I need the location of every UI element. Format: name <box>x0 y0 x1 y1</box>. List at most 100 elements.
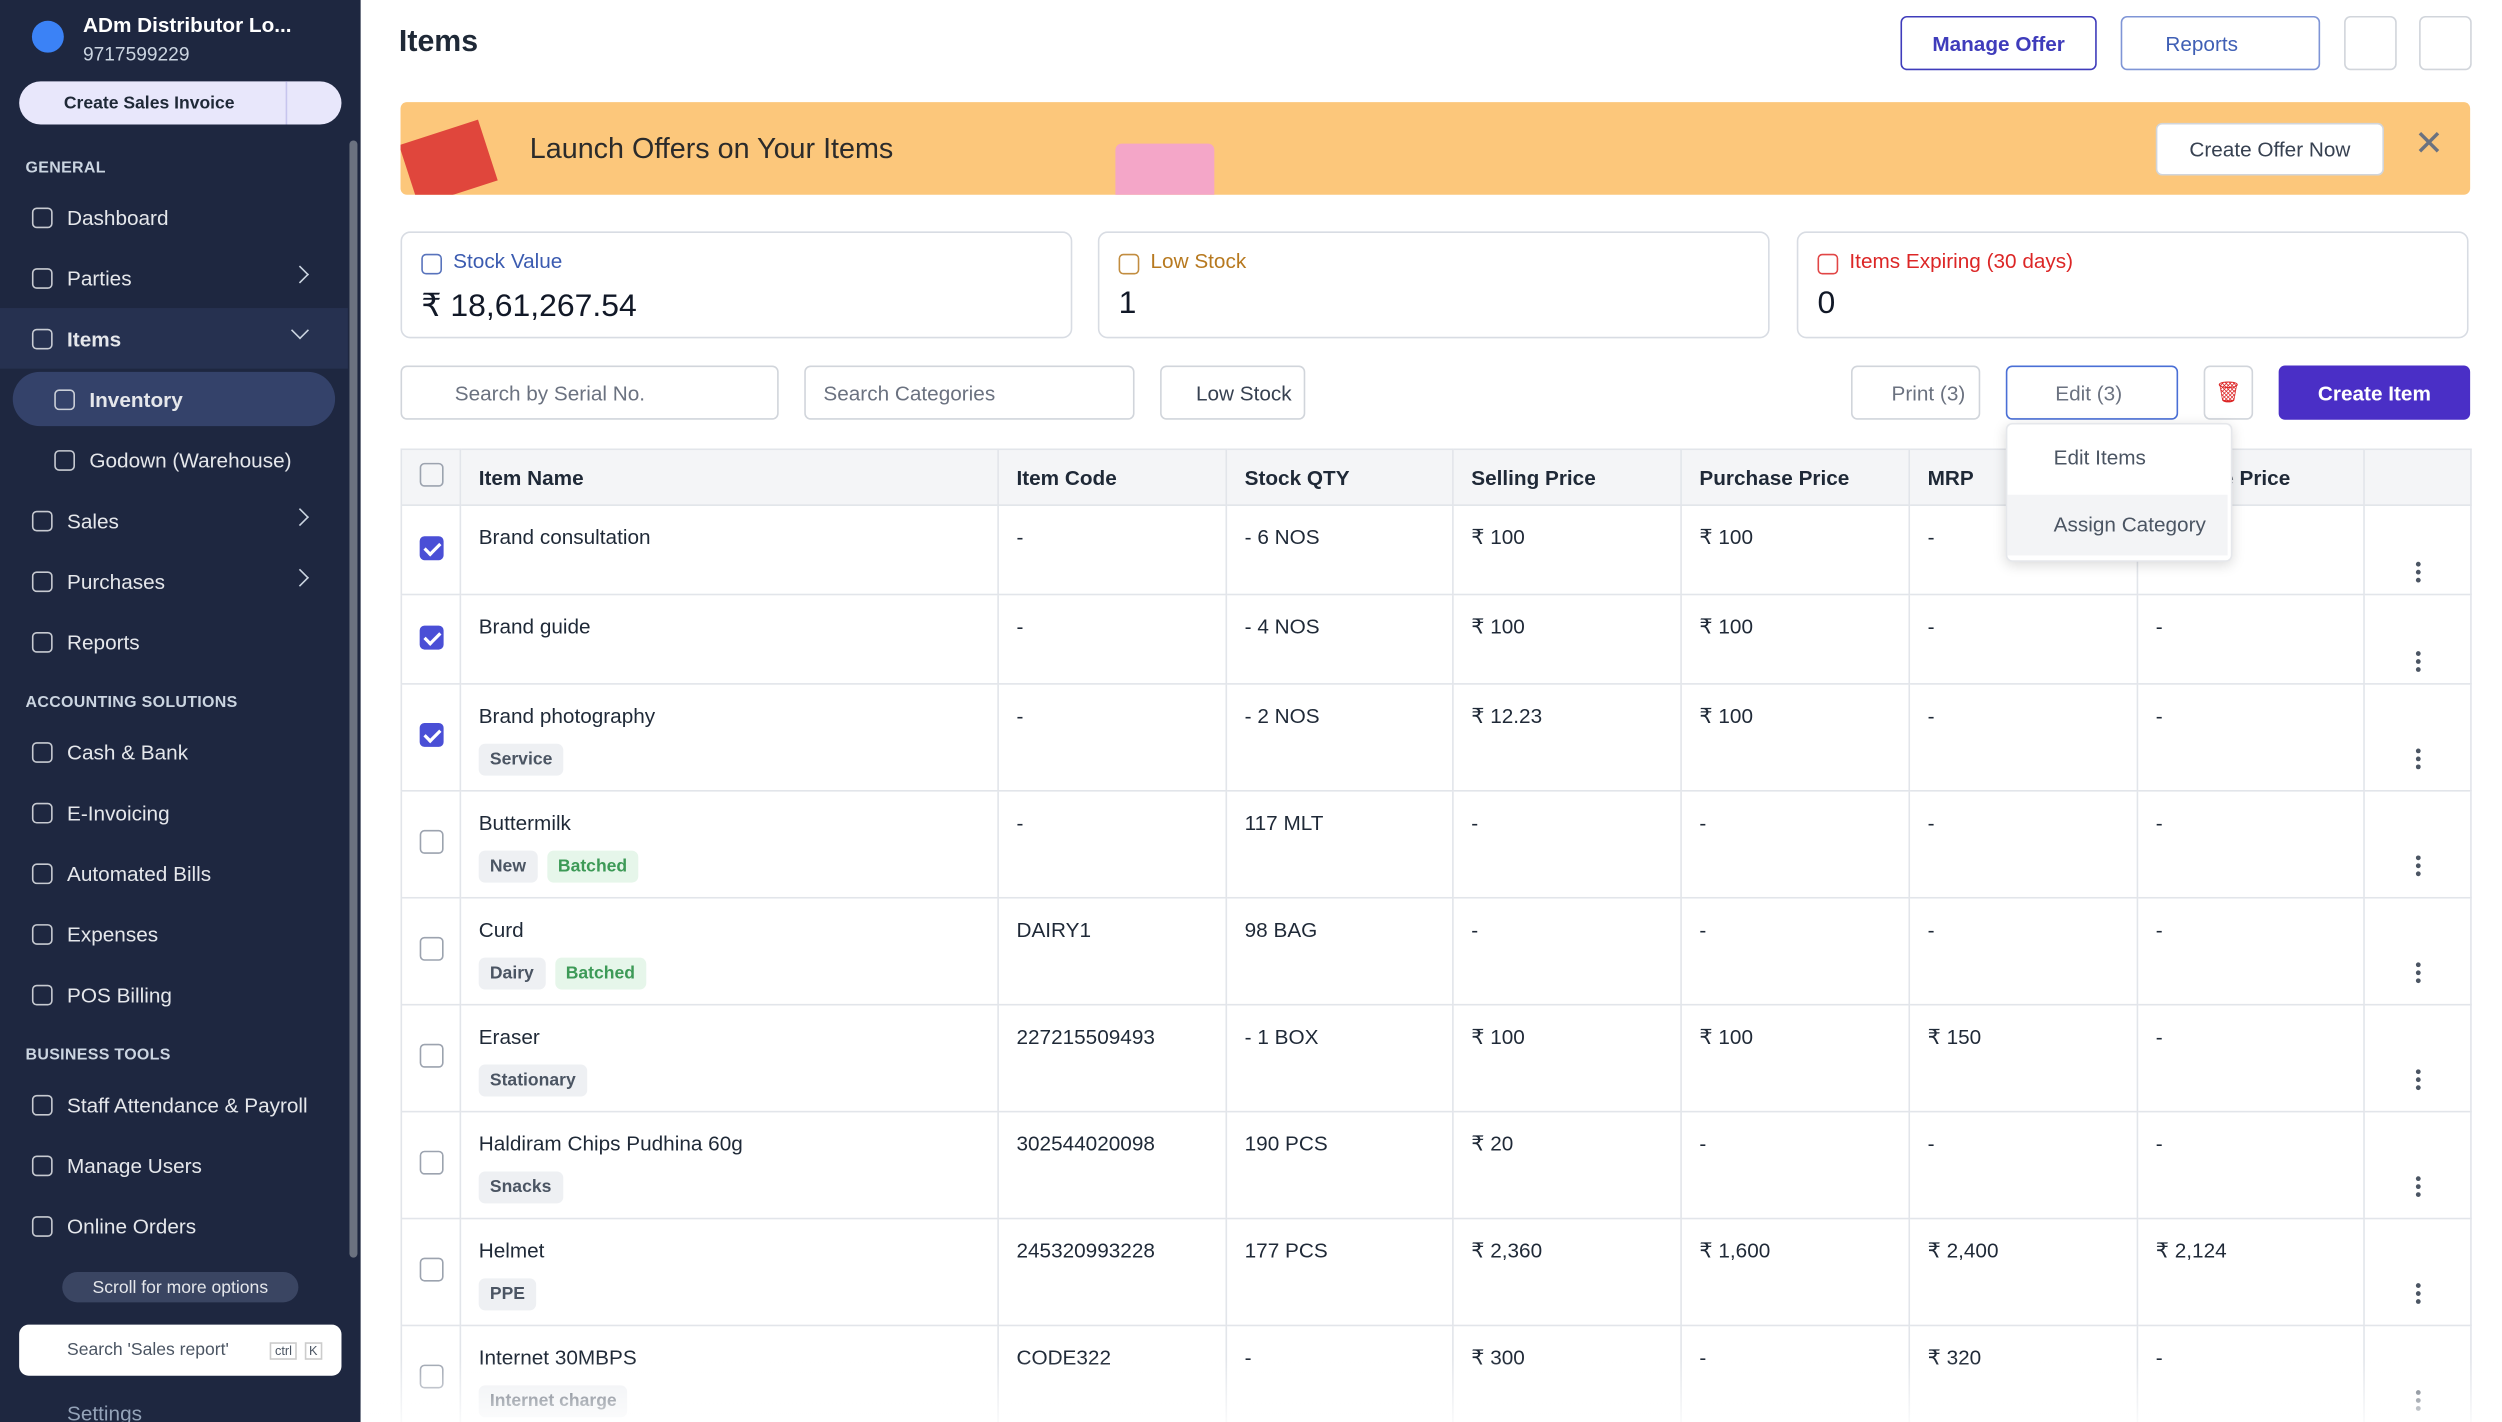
checkbox[interactable] <box>418 1150 443 1175</box>
cell <box>400 1217 462 1327</box>
tag: PPE <box>478 1278 537 1311</box>
category-search[interactable]: Search Categories <box>804 365 1135 420</box>
summary-card[interactable]: Stock Value ₹ 18,61,267.54 <box>400 231 1073 339</box>
checkbox[interactable] <box>418 722 443 747</box>
cell: ₹ 100 <box>1452 593 1682 685</box>
close-banner[interactable]: ✕ <box>2414 122 2444 163</box>
nav-item[interactable]: Staff Attendance & Payroll <box>0 1074 348 1135</box>
nav-item[interactable]: POS Billing <box>0 964 348 1025</box>
nav-subitem[interactable]: Godown (Warehouse) <box>0 429 348 490</box>
row-menu[interactable] <box>2415 568 2420 574</box>
header-cell[interactable]: Item Name <box>459 448 999 506</box>
card-value: ₹ 18,61,267.54 <box>421 288 637 324</box>
cell: Haldiram Chips Pudhina 60g Snacks <box>459 1110 999 1220</box>
header-cell <box>400 448 462 506</box>
nav-item[interactable]: Purchases <box>0 551 348 612</box>
nav-item[interactable]: Manage Users <box>0 1135 348 1196</box>
cell: Buttermilk New Batched <box>459 790 999 899</box>
cell: - <box>1452 896 1682 1006</box>
dropdown-option[interactable]: Assign Category <box>2007 494 2228 556</box>
item-name[interactable]: Curd <box>478 917 524 942</box>
item-name[interactable]: Buttermilk <box>478 810 571 835</box>
item-name[interactable]: Brand consultation <box>478 525 651 550</box>
nav-item[interactable]: Dashboard <box>0 187 348 248</box>
icon <box>31 327 53 349</box>
icon <box>31 631 53 652</box>
nav-item[interactable]: Online Orders <box>0 1195 348 1256</box>
nav-label: Dashboard <box>67 205 169 230</box>
nav-label: Expenses <box>67 921 159 946</box>
cell: 190 PCS <box>1225 1110 1454 1220</box>
nav-item[interactable]: E-Invoicing <box>0 782 348 843</box>
banner-text: Launch Offers on Your Items <box>529 132 894 165</box>
serial-search[interactable]: Search by Serial No. <box>400 365 779 420</box>
cell <box>400 1110 462 1220</box>
scroll-hint[interactable]: Scroll for more options <box>62 1272 299 1303</box>
row-menu[interactable] <box>2415 970 2420 976</box>
banner-art <box>400 119 498 195</box>
checkbox[interactable] <box>419 462 444 487</box>
nav-subitem[interactable]: Inventory <box>12 371 336 427</box>
item-name[interactable]: Haldiram Chips Pudhina 60g <box>478 1131 743 1156</box>
item-name[interactable]: Brand guide <box>478 614 591 639</box>
keyboard-button[interactable] <box>2419 15 2472 71</box>
icon <box>54 449 75 471</box>
icon <box>31 862 53 884</box>
nav-item[interactable]: Sales <box>0 490 348 551</box>
nav-item[interactable]: Reports <box>0 611 348 672</box>
settings[interactable]: Settings <box>67 1401 142 1422</box>
item-row: Curd Dairy Batched DAIRY1 98 BAG - - - - <box>400 896 2472 1006</box>
dropdown-option[interactable]: Edit Items <box>2053 445 2146 470</box>
icon <box>31 801 53 823</box>
nav-item[interactable]: Expenses <box>0 903 348 964</box>
manage-offer[interactable]: Manage Offer <box>1900 15 2097 71</box>
row-menu[interactable] <box>2415 1184 2420 1190</box>
edit-button[interactable]: Edit (3) <box>2005 365 2179 420</box>
checkbox[interactable] <box>418 535 443 560</box>
checkbox[interactable] <box>418 936 443 961</box>
nav-item[interactable]: Parties <box>0 247 348 308</box>
item-row: Brand guide - - 4 NOS ₹ 100 ₹ 100- - <box>400 593 2472 685</box>
reports-button[interactable]: Reports <box>2120 15 2321 71</box>
header-cell[interactable]: Stock QTY <box>1225 448 1454 506</box>
cell: ₹ 150 <box>1908 1003 2139 1113</box>
create-item[interactable]: Create Item <box>2278 365 2471 420</box>
cell: ₹ 100 <box>1680 504 1911 596</box>
row-menu[interactable] <box>2415 863 2420 869</box>
sidebar-search[interactable]: Search 'Sales report' ctrl K <box>19 1324 342 1376</box>
tags: New Batched <box>478 835 980 883</box>
create-sales-invoice[interactable]: Create Sales Invoice <box>19 81 342 125</box>
item-name[interactable]: Helmet <box>478 1238 545 1263</box>
summary-card[interactable]: Items Expiring (30 days) 0 <box>1796 231 2469 339</box>
cell <box>400 896 462 1006</box>
checkbox[interactable] <box>418 1043 443 1068</box>
create-offer-now[interactable]: Create Offer Now <box>2155 122 2384 176</box>
nav-item[interactable]: Cash & Bank <box>0 721 348 782</box>
item-name[interactable]: Brand photography <box>478 703 656 728</box>
checkbox[interactable] <box>418 624 443 649</box>
nav-item[interactable]: Automated Bills <box>0 843 348 904</box>
tag: Service <box>478 743 564 776</box>
row-menu[interactable] <box>2415 658 2420 664</box>
delete-button[interactable]: 🗑 <box>2203 365 2254 420</box>
checkbox[interactable] <box>418 829 443 854</box>
cell: Brand guide <box>459 593 999 685</box>
cell <box>2363 1110 2472 1220</box>
row-menu[interactable] <box>2415 1291 2420 1296</box>
low-stock-filter[interactable]: Low Stock <box>1160 365 1306 420</box>
cell <box>2363 1003 2472 1113</box>
row-menu[interactable] <box>2415 1077 2420 1083</box>
item-name[interactable]: Eraser <box>478 1024 540 1049</box>
cell: - <box>2136 790 2365 899</box>
nav: GENERAL Dashboard Parties Items Inventory God… <box>0 137 348 1256</box>
row-menu[interactable] <box>2415 756 2420 762</box>
cell: ₹ 20 <box>1452 1110 1682 1220</box>
header-cell: Item Code <box>997 448 1228 506</box>
settings-button[interactable] <box>2344 15 2397 71</box>
summary-card[interactable]: Low Stock 1 <box>1097 231 1770 339</box>
nav-item[interactable]: Items <box>0 308 348 369</box>
print-button[interactable]: Print (3) <box>1851 365 1981 420</box>
checkbox[interactable] <box>418 1257 443 1282</box>
cell: - 1 BOX <box>1225 1003 1454 1113</box>
